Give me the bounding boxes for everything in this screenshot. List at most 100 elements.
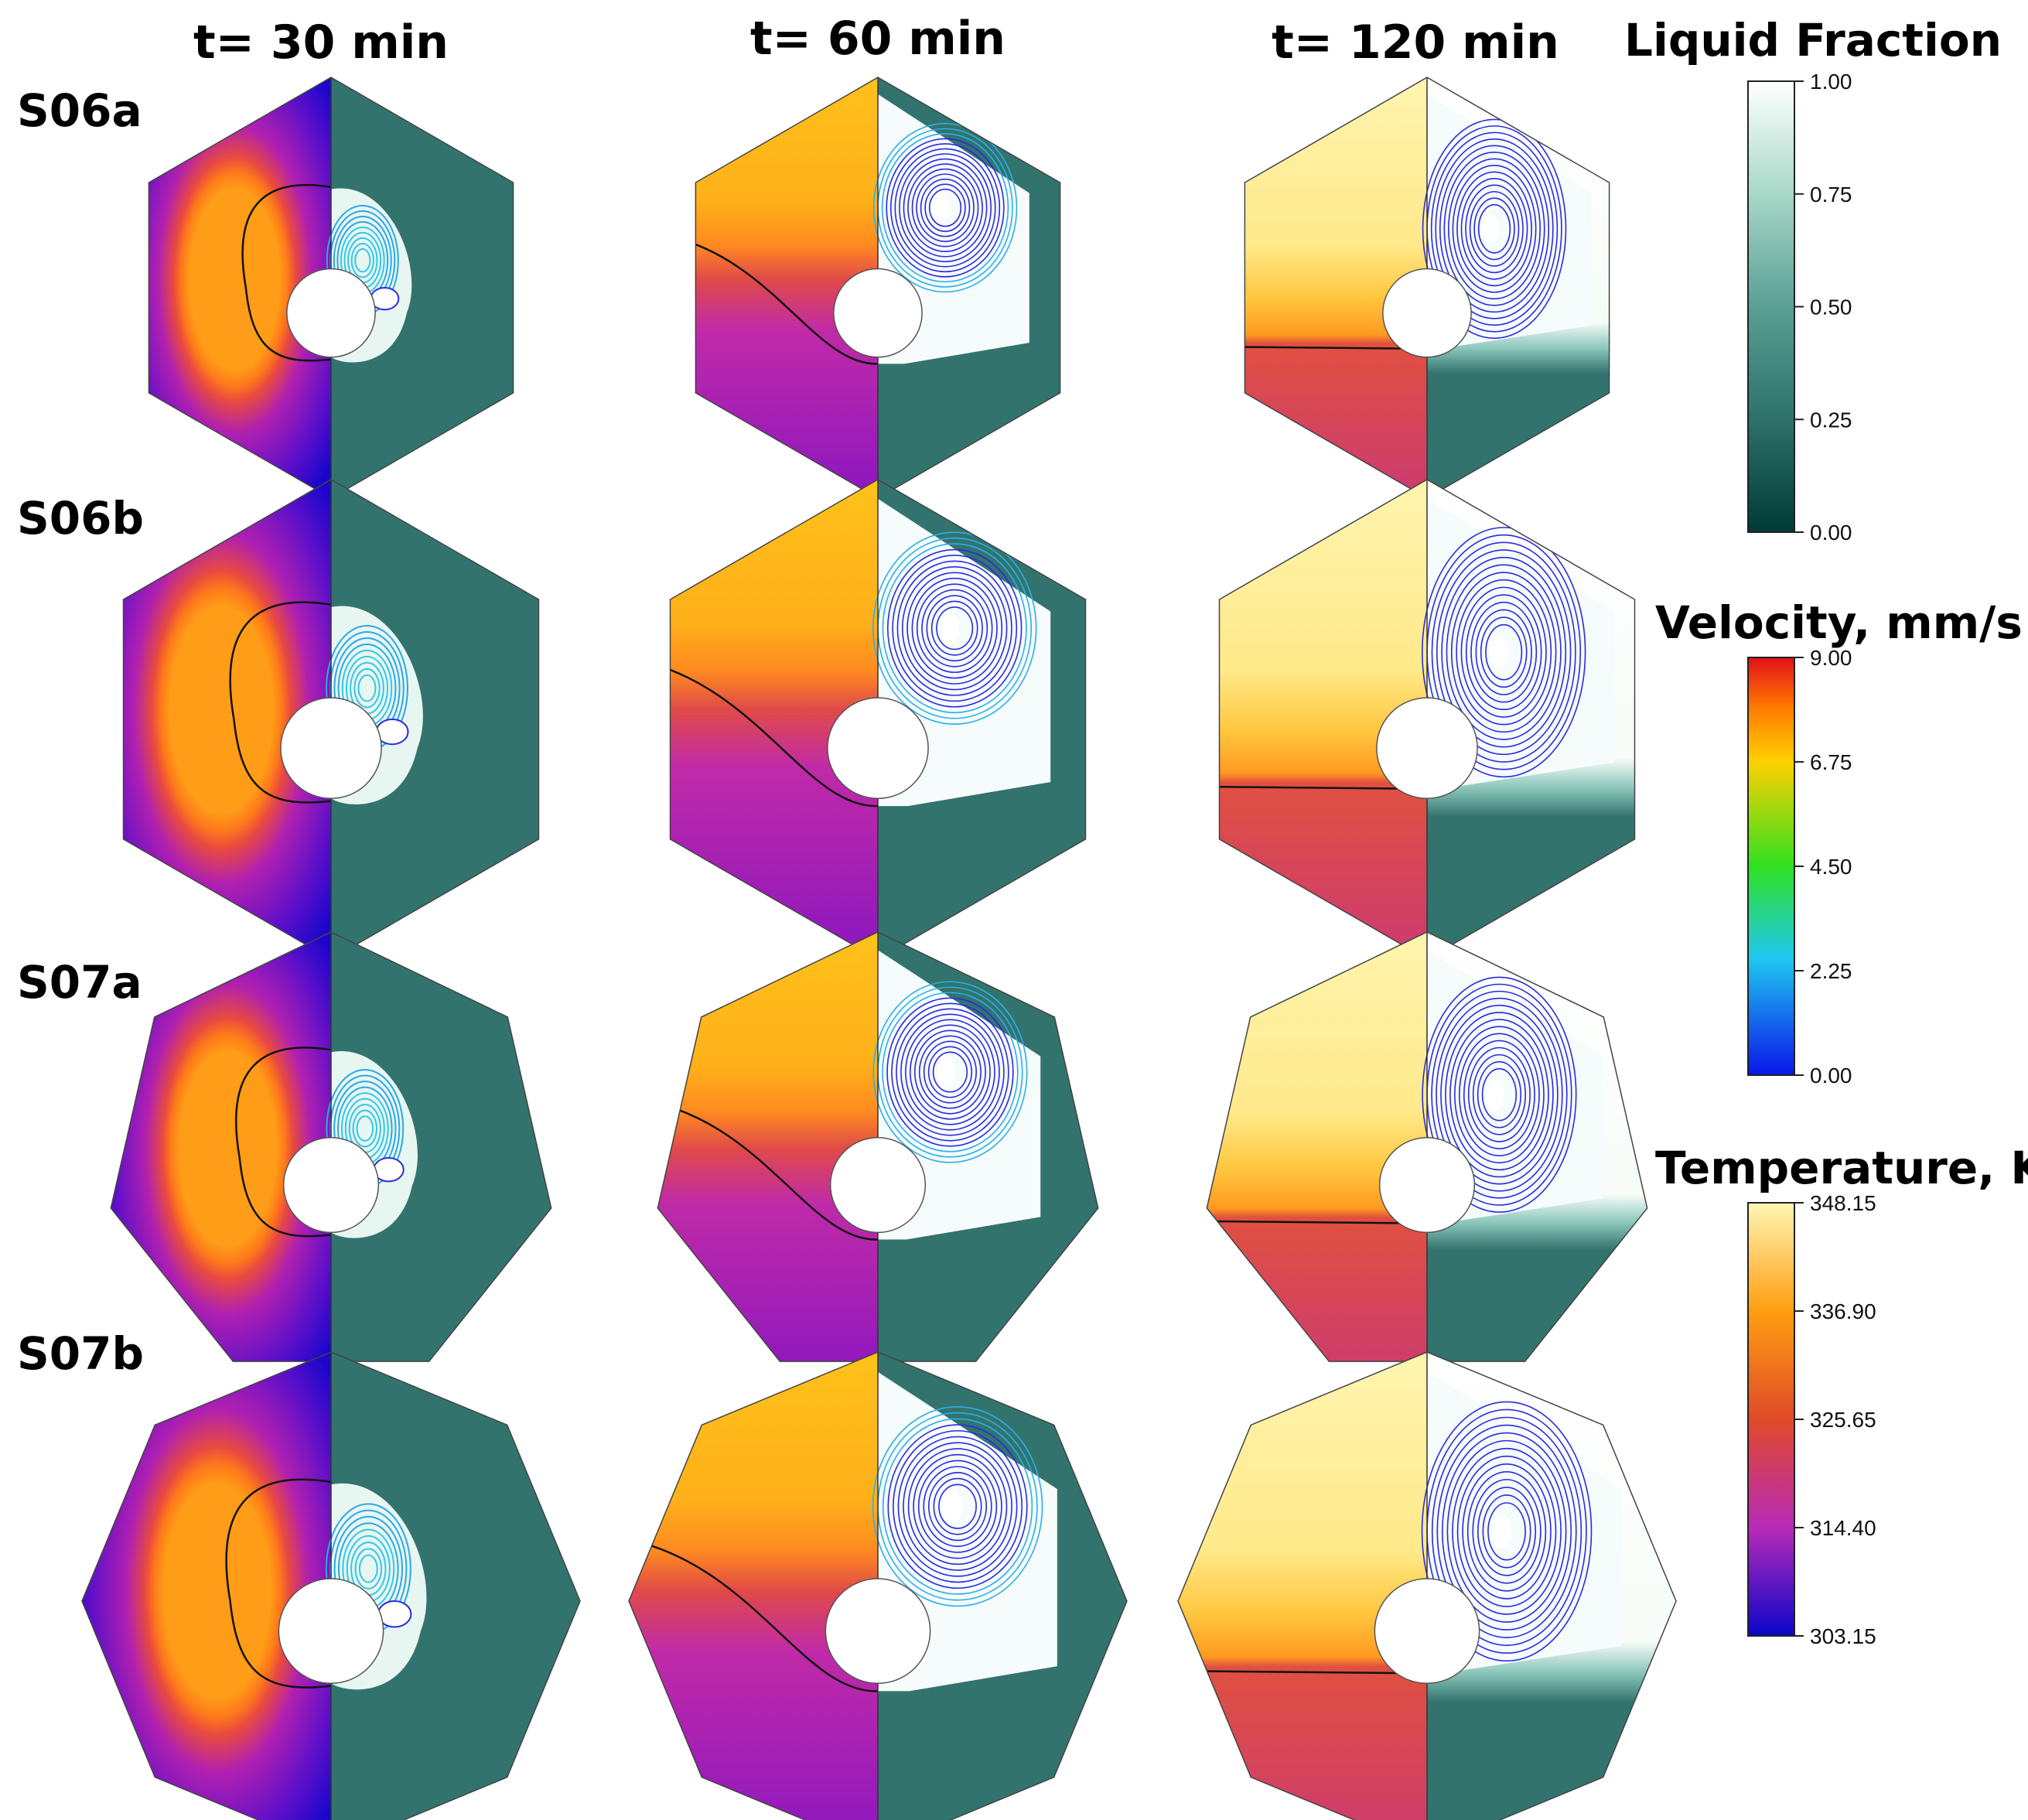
colorbar-tick-label: 6.75: [1810, 750, 1852, 774]
streamline: [356, 1115, 374, 1142]
colorbar-tick-label: 0.00: [1810, 521, 1852, 545]
tube: [1378, 1136, 1476, 1234]
streamline: [932, 193, 950, 223]
streamline: [1454, 1026, 1545, 1164]
simulation-panel: [628, 1351, 1128, 1820]
streamline: [1470, 601, 1538, 703]
streamline: [1489, 635, 1509, 669]
colorbar-ticks: 9.00 6.75 4.50 2.25 0.00: [1794, 646, 1852, 1088]
streamline: [940, 611, 960, 645]
streamline: [911, 577, 998, 679]
column-title-30min: t= 30 min: [193, 15, 449, 70]
colorbar-ticks: 1.00 0.75 0.50 0.25 0.00: [1794, 70, 1852, 545]
streamlines: [1421, 498, 1614, 787]
simulation-panel: [1177, 1351, 1677, 1820]
streamline: [896, 560, 1012, 696]
streamline: [891, 1002, 1009, 1142]
streamline: [924, 183, 966, 232]
streamline: [886, 138, 1005, 278]
streamline: [1436, 997, 1563, 1192]
colorbar-tick-label: 303.15: [1810, 1624, 1876, 1648]
colorbar-tick-label: 348.15: [1810, 1191, 1876, 1215]
streamline: [872, 531, 1037, 726]
streamline: [882, 543, 1027, 714]
colorbar-title: Velocity, mm/s: [1655, 596, 2023, 649]
streamline: [1452, 1447, 1562, 1615]
streamline: [1445, 1012, 1554, 1178]
melt-interface: [1178, 1669, 1428, 1675]
streamline: [1435, 138, 1554, 319]
colorbar-tick-label: 0.25: [1810, 408, 1852, 432]
streamline: [1446, 564, 1562, 740]
streamline: [1467, 1047, 1531, 1142]
streamline: [923, 1040, 977, 1104]
streamline: [916, 173, 975, 242]
streamline: [1439, 145, 1550, 313]
streamline: [1443, 152, 1545, 306]
streamline: [881, 133, 1009, 283]
streamline: [913, 1030, 986, 1115]
streamline: [1460, 586, 1547, 718]
row-label-s06b: S06b: [17, 492, 144, 545]
simulation-panel: [122, 479, 540, 960]
streamline: [1485, 1078, 1504, 1111]
streamline: [1456, 1455, 1557, 1607]
streamline: [907, 1448, 1008, 1566]
colorbar-title: Temperature, K: [1655, 1142, 2028, 1194]
streamline: [906, 572, 1003, 685]
colorbar-velocity: Velocity, mm/s 9.00 6.75 4.50 2.25 0.00: [1655, 596, 2023, 1088]
simulation-panel: [1244, 77, 1610, 499]
streamline: [920, 178, 971, 237]
streamline: [1487, 1502, 1526, 1561]
colorbar-tick-label: 1.00: [1810, 70, 1852, 94]
container-outline: [81, 1351, 581, 1820]
streamline: [1442, 1432, 1572, 1630]
colorbar-liquid-fraction: Liquid Fraction 1.00 0.75 0.50 0.25 0.00: [1624, 14, 2002, 545]
streamline: [1431, 541, 1576, 763]
streamline: [1431, 1416, 1582, 1646]
streamline: [358, 1554, 378, 1583]
melt-interface: [241, 183, 332, 362]
streamline: [928, 188, 962, 227]
streamline: [1480, 616, 1528, 688]
streamline: [921, 589, 988, 668]
tube: [286, 268, 376, 358]
streamline: [357, 674, 377, 702]
streamline: [872, 981, 1028, 1163]
simulation-panel: [1206, 931, 1648, 1362]
column-title-60min: t= 60 min: [750, 12, 1005, 66]
streamline: [892, 555, 1018, 702]
tube: [833, 268, 923, 358]
streamline: [1422, 976, 1577, 1213]
streamline: [927, 1046, 973, 1098]
streamline: [352, 1109, 378, 1148]
temperature-field: [1178, 1352, 1427, 1820]
streamline: [1421, 1401, 1593, 1662]
colorbar-ticks: 348.15 336.90 325.65 314.40 303.15: [1794, 1191, 1876, 1648]
streamline: [353, 668, 381, 709]
streamline: [936, 1056, 955, 1088]
streamline: [350, 242, 374, 278]
melt-interface: [629, 1538, 879, 1692]
streamline: [882, 1418, 1033, 1595]
streamlines: [1422, 950, 1603, 1221]
colorbar-tick-label: 0.75: [1810, 183, 1852, 207]
streamline: [1477, 1060, 1522, 1129]
streamline: [896, 1008, 1005, 1136]
streamline: [1472, 1053, 1526, 1135]
tube: [280, 697, 382, 800]
streamline: [1422, 118, 1567, 340]
streamline: [1491, 1514, 1512, 1549]
melt-interface: [670, 658, 879, 808]
streamline: [1448, 158, 1541, 300]
simulation-panel: [669, 479, 1087, 960]
streamline: [899, 153, 992, 263]
streamline: [910, 1024, 991, 1120]
tube: [829, 1136, 927, 1234]
streamline: [1456, 579, 1552, 726]
colorbar-tick-label: 336.90: [1810, 1299, 1876, 1323]
melt-interface: [225, 1478, 332, 1689]
tube: [278, 1578, 384, 1685]
streamline: [1452, 165, 1537, 293]
colorbar-tick-label: 0.00: [1810, 1064, 1852, 1088]
